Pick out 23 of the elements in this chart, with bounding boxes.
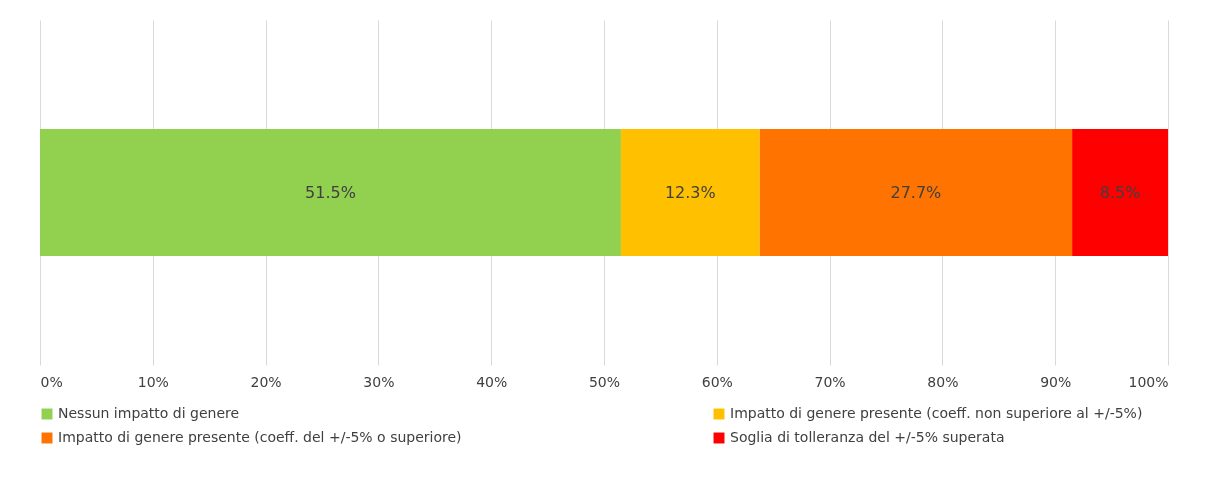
bar bbox=[1072, 128, 1168, 257]
x-tick-label: 0% bbox=[40, 373, 63, 390]
x-tick-label: 70% bbox=[814, 373, 846, 390]
x-tick-label: 80% bbox=[927, 373, 959, 390]
x-tick-label: 40% bbox=[476, 373, 508, 390]
x-tick-label: 20% bbox=[250, 373, 282, 390]
x-tick-label: 90% bbox=[1040, 373, 1072, 390]
bar bbox=[620, 128, 760, 257]
legend-label: Soglia di tolleranza del +/-5% superata bbox=[730, 429, 1005, 445]
data-label: 27.7% bbox=[890, 182, 942, 202]
x-tick-label: 100% bbox=[1128, 373, 1169, 390]
bar bbox=[759, 128, 1073, 257]
data-label: 12.3% bbox=[664, 182, 716, 202]
bar bbox=[40, 128, 621, 257]
x-tick-label: 10% bbox=[137, 373, 169, 390]
x-tick-label: 60% bbox=[701, 373, 733, 390]
data-label: 8.5% bbox=[1099, 182, 1141, 202]
legend-label: Impatto di genere presente (coeff. del +/-5% o superiore) bbox=[58, 429, 462, 445]
x-tick-label: 30% bbox=[363, 373, 395, 390]
legend-label: Nessun impatto di genere bbox=[58, 405, 240, 421]
legend-label: Impatto di genere presente (coeff. non superiore al +/-5%) bbox=[730, 405, 1143, 421]
data-label: 51.5% bbox=[305, 182, 356, 202]
x-tick-label: 50% bbox=[588, 373, 621, 390]
